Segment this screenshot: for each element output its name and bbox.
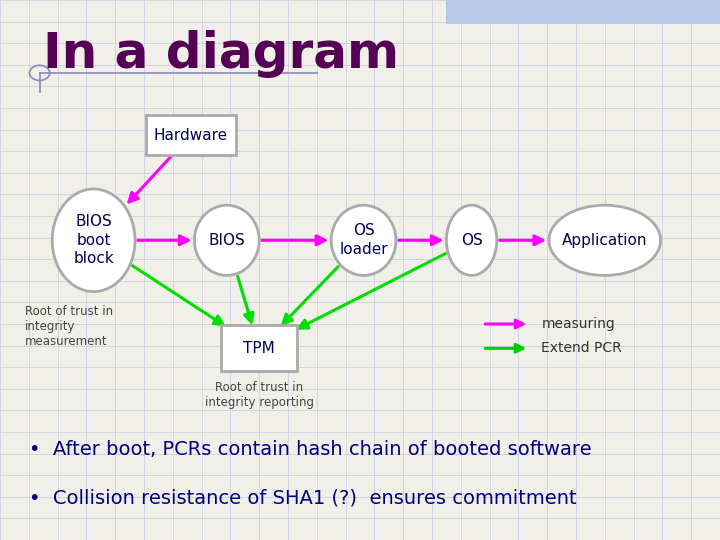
- Text: measuring: measuring: [541, 317, 615, 331]
- Text: BIOS: BIOS: [208, 233, 246, 248]
- Text: Extend PCR: Extend PCR: [541, 341, 622, 355]
- FancyBboxPatch shape: [145, 115, 236, 156]
- Text: In a diagram: In a diagram: [43, 30, 400, 78]
- Ellipse shape: [331, 205, 396, 275]
- Text: Root of trust in
integrity reporting: Root of trust in integrity reporting: [204, 381, 314, 409]
- Text: Root of trust in
integrity
measurement: Root of trust in integrity measurement: [25, 305, 113, 348]
- Text: •  After boot, PCRs contain hash chain of booted software: • After boot, PCRs contain hash chain of…: [29, 440, 591, 459]
- Ellipse shape: [446, 205, 497, 275]
- Text: Application: Application: [562, 233, 647, 248]
- Text: TPM: TPM: [243, 341, 275, 356]
- Text: Hardware: Hardware: [154, 127, 228, 143]
- Text: OS
loader: OS loader: [339, 224, 388, 257]
- Ellipse shape: [194, 205, 259, 275]
- Ellipse shape: [549, 205, 660, 275]
- FancyBboxPatch shape: [222, 325, 297, 372]
- FancyBboxPatch shape: [446, 0, 720, 24]
- Text: OS: OS: [461, 233, 482, 248]
- Ellipse shape: [53, 189, 135, 292]
- Text: BIOS
boot
block: BIOS boot block: [73, 214, 114, 266]
- Text: •  Collision resistance of SHA1 (?)  ensures commitment: • Collision resistance of SHA1 (?) ensur…: [29, 489, 577, 508]
